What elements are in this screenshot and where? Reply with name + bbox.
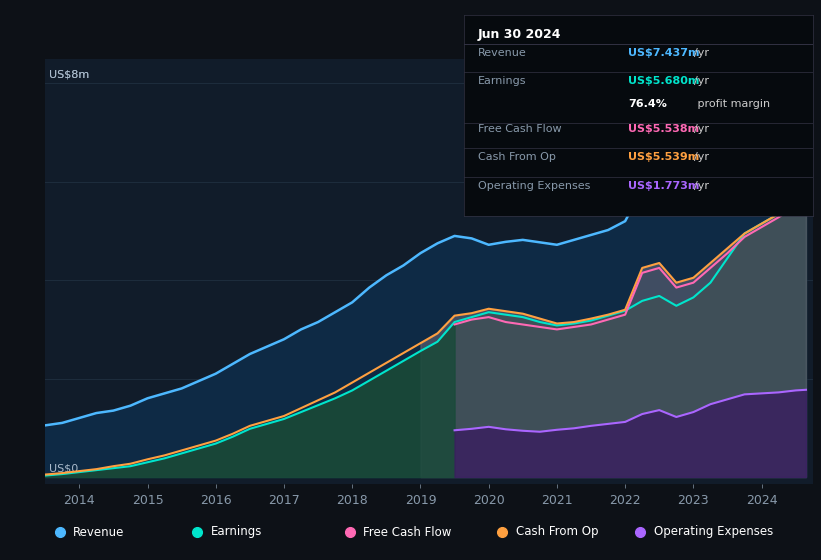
Text: /yr: /yr (695, 180, 709, 190)
Text: US$5.538m: US$5.538m (628, 124, 699, 134)
Text: /yr: /yr (695, 152, 709, 162)
Text: US$0: US$0 (49, 464, 78, 474)
Text: /yr: /yr (695, 76, 709, 86)
Text: Earnings: Earnings (211, 525, 262, 539)
Text: /yr: /yr (695, 124, 709, 134)
Text: Cash From Op: Cash From Op (516, 525, 599, 539)
Text: 76.4%: 76.4% (628, 99, 667, 109)
Text: US$8m: US$8m (49, 69, 89, 80)
Text: Revenue: Revenue (478, 48, 526, 58)
Text: profit margin: profit margin (695, 99, 770, 109)
Text: US$5.539m: US$5.539m (628, 152, 699, 162)
Text: Operating Expenses: Operating Expenses (654, 525, 773, 539)
Text: /yr: /yr (695, 48, 709, 58)
Text: Free Cash Flow: Free Cash Flow (478, 124, 562, 134)
Text: Earnings: Earnings (478, 76, 526, 86)
Text: Cash From Op: Cash From Op (478, 152, 556, 162)
Text: Operating Expenses: Operating Expenses (478, 180, 590, 190)
Text: US$7.437m: US$7.437m (628, 48, 699, 58)
Text: US$8m: US$8m (49, 69, 89, 80)
Text: Jun 30 2024: Jun 30 2024 (478, 28, 562, 41)
Text: Revenue: Revenue (73, 525, 125, 539)
Text: Free Cash Flow: Free Cash Flow (364, 525, 452, 539)
Text: US$1.773m: US$1.773m (628, 180, 699, 190)
Text: US$5.680m: US$5.680m (628, 76, 699, 86)
